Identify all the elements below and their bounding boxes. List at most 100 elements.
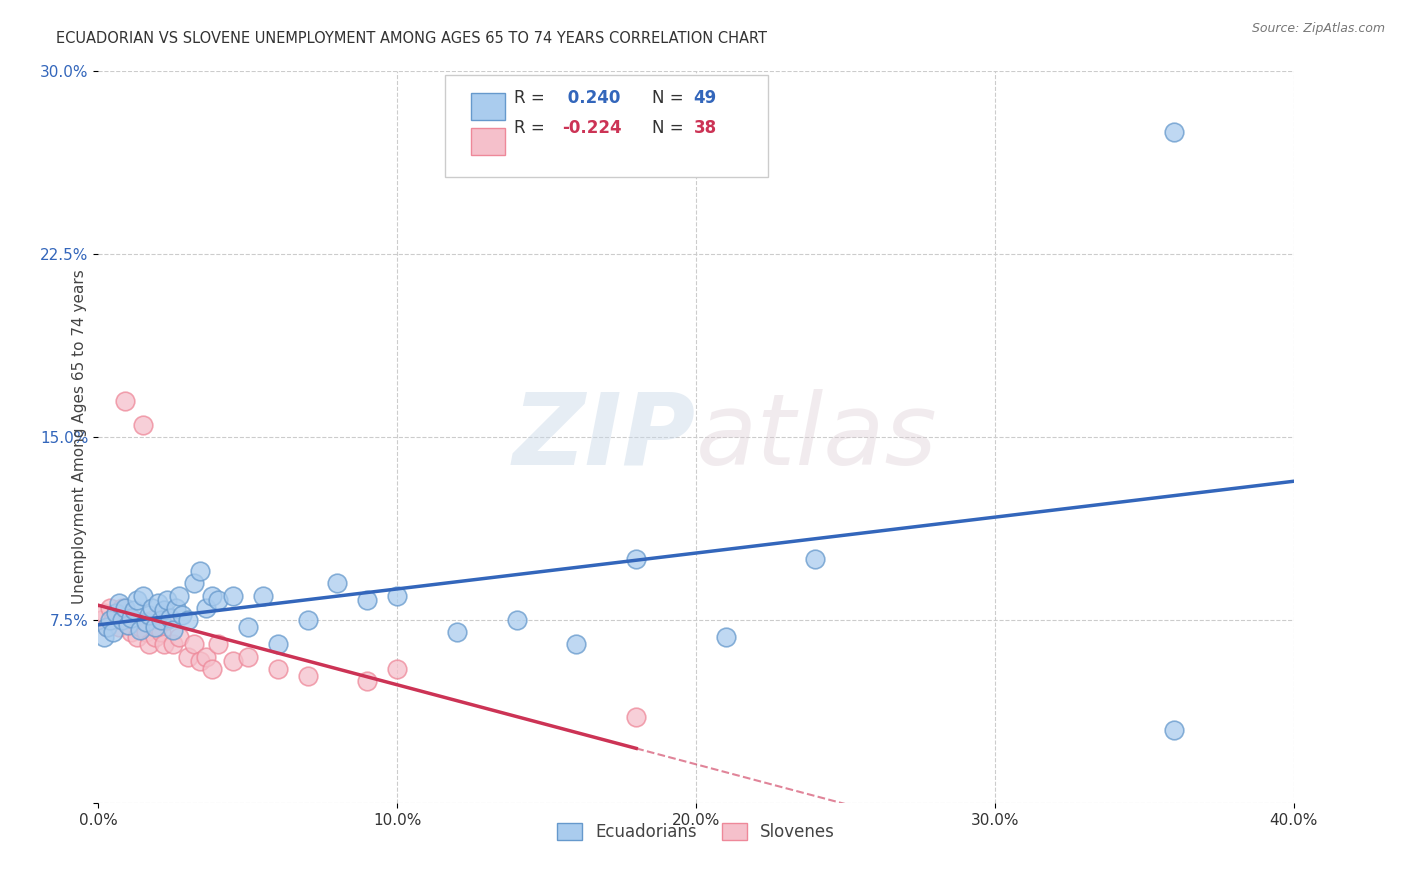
Point (141, 600, 163, 615)
Point (114, 600, 136, 615)
Point (236, 649, 259, 664)
Point (201, 662, 224, 676)
Point (195, 600, 218, 615)
Point (165, 600, 187, 615)
Point (267, 662, 290, 676)
Point (297, 669, 319, 683)
Point (129, 623, 152, 637)
Point (162, 637, 184, 651)
Point (150, 625, 173, 640)
Text: Source: ZipAtlas.com: Source: ZipAtlas.com (1251, 22, 1385, 36)
Point (143, 630, 166, 644)
Text: ZIP: ZIP (513, 389, 696, 485)
Point (93, 630, 115, 644)
Point (98, 613, 122, 627)
Point (127, 593, 149, 607)
Point (132, 589, 155, 603)
Text: N =: N = (652, 89, 689, 107)
Point (148, 596, 170, 610)
Point (626, 710, 648, 724)
Point (183, 637, 205, 651)
Point (135, 615, 157, 630)
Point (159, 610, 181, 624)
Point (135, 625, 157, 640)
Point (201, 589, 224, 603)
Point (506, 613, 529, 627)
Point (141, 613, 163, 627)
Point (93, 606, 115, 620)
Point (117, 617, 139, 632)
Point (356, 673, 378, 688)
Point (143, 620, 166, 634)
Text: 38: 38 (693, 119, 717, 136)
Point (114, 393, 136, 408)
Point (120, 625, 142, 640)
Text: N =: N = (652, 119, 689, 136)
Point (90, 613, 112, 627)
Point (236, 620, 259, 634)
Point (124, 613, 146, 627)
Point (111, 600, 134, 615)
Point (183, 576, 205, 591)
Point (326, 576, 349, 591)
Legend: Ecuadorians, Slovenes: Ecuadorians, Slovenes (548, 814, 844, 849)
Point (167, 589, 190, 603)
Text: atlas: atlas (696, 389, 938, 485)
Point (96, 620, 118, 634)
Point (195, 649, 218, 664)
Text: 0.240: 0.240 (562, 89, 620, 107)
Point (177, 613, 200, 627)
Point (156, 593, 179, 607)
Point (153, 637, 176, 651)
Point (446, 625, 468, 640)
Point (1163, 125, 1185, 139)
Point (148, 620, 170, 634)
Text: -0.224: -0.224 (562, 119, 621, 136)
Point (714, 630, 737, 644)
Point (207, 637, 229, 651)
Point (804, 552, 827, 566)
Text: R =: R = (515, 119, 550, 136)
Point (153, 603, 176, 617)
Point (156, 613, 179, 627)
Point (105, 606, 128, 620)
Point (124, 603, 146, 617)
FancyBboxPatch shape (471, 128, 505, 155)
Point (98, 600, 122, 615)
Text: ECUADORIAN VS SLOVENE UNEMPLOYMENT AMONG AGES 65 TO 74 YEARS CORRELATION CHART: ECUADORIAN VS SLOVENE UNEMPLOYMENT AMONG… (56, 31, 768, 46)
FancyBboxPatch shape (446, 75, 768, 178)
Point (385, 589, 409, 603)
Point (105, 606, 128, 620)
Point (252, 589, 274, 603)
Point (626, 552, 648, 566)
Point (129, 620, 152, 634)
Point (188, 564, 211, 578)
Point (103, 613, 125, 627)
Point (207, 593, 229, 607)
Point (356, 593, 378, 607)
Point (1163, 723, 1185, 737)
Point (267, 637, 290, 651)
Text: 49: 49 (693, 89, 717, 107)
Point (565, 637, 588, 651)
FancyBboxPatch shape (471, 93, 505, 120)
Point (177, 649, 200, 664)
Point (96, 620, 118, 634)
Point (108, 596, 131, 610)
Point (103, 625, 125, 640)
Point (385, 662, 409, 676)
Point (138, 637, 160, 651)
Point (108, 620, 131, 634)
Point (167, 630, 190, 644)
Point (132, 417, 155, 432)
Point (172, 608, 194, 623)
Point (117, 617, 139, 632)
Text: R =: R = (515, 89, 550, 107)
Point (111, 613, 134, 627)
Point (138, 608, 160, 623)
Point (222, 654, 245, 668)
Point (222, 589, 245, 603)
Point (188, 654, 211, 668)
Point (297, 613, 319, 627)
Point (120, 610, 142, 624)
